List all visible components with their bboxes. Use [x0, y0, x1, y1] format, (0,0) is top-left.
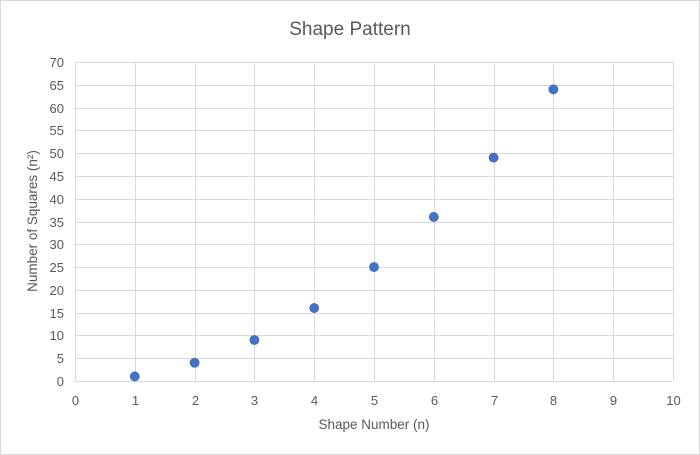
x-tick-label: 5: [371, 393, 378, 408]
y-tick-label: 40: [50, 192, 64, 207]
data-point: [428, 212, 439, 222]
y-tick-label: 55: [50, 123, 64, 138]
x-tick-label: 7: [491, 393, 498, 408]
gridlines: [75, 62, 674, 382]
data-point: [129, 371, 140, 382]
y-axis-ticks: 0 5 10 15 20 25 30 35 40 45 50 55 60 65 70: [50, 55, 64, 389]
x-tick-label: 9: [610, 393, 617, 408]
chart-title: Shape Pattern: [289, 19, 410, 40]
data-point: [548, 84, 559, 95]
data-point: [488, 152, 499, 163]
x-axis-ticks: 0 1 2 3 4 5 6 7 8 9 10: [72, 393, 681, 408]
x-tick-label: 8: [550, 393, 557, 408]
y-tick-label: 35: [50, 215, 64, 230]
y-tick-label: 5: [57, 351, 64, 366]
y-axis-label: Number of Squares (n²): [25, 150, 40, 292]
data-point: [369, 262, 379, 272]
data-points: [129, 84, 559, 382]
x-tick-label: 1: [132, 393, 139, 408]
y-tick-label: 15: [50, 306, 64, 321]
y-tick-label: 50: [50, 146, 64, 161]
x-tick-label: 4: [311, 393, 318, 408]
x-tick-label: 3: [251, 393, 258, 408]
y-tick-label: 10: [50, 328, 64, 343]
y-tick-label: 45: [50, 169, 64, 184]
y-tick-label: 30: [50, 237, 64, 252]
data-point: [189, 357, 200, 368]
data-point: [249, 335, 260, 345]
x-axis-label: Shape Number (n): [318, 417, 429, 432]
y-tick-label: 0: [57, 374, 64, 389]
y-tick-label: 60: [50, 101, 64, 116]
y-tick-label: 20: [50, 283, 64, 298]
y-tick-label: 70: [50, 55, 64, 70]
data-point: [309, 303, 320, 313]
y-tick-label: 25: [50, 260, 64, 275]
x-tick-label: 10: [666, 393, 680, 408]
x-tick-label: 6: [431, 393, 438, 408]
x-tick-label: 2: [192, 393, 199, 408]
y-tick-label: 65: [50, 78, 64, 93]
x-tick-label: 0: [72, 393, 79, 408]
